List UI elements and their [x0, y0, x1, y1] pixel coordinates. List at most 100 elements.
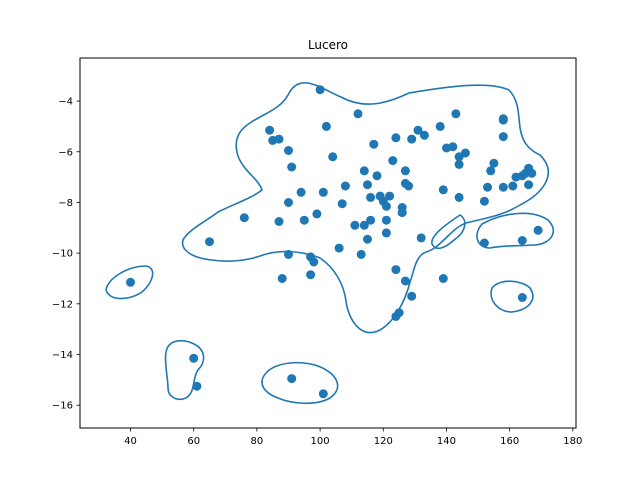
data-point	[205, 237, 214, 247]
data-point	[318, 187, 328, 197]
data-point	[363, 234, 372, 244]
data-point	[479, 196, 489, 206]
data-point	[274, 217, 284, 226]
data-point	[454, 192, 464, 202]
data-point	[359, 220, 369, 230]
data-point	[385, 191, 395, 201]
x-tick-label: 180	[563, 436, 582, 447]
data-point	[438, 274, 448, 283]
data-point	[451, 109, 461, 119]
data-point	[413, 125, 423, 135]
data-point	[287, 162, 297, 172]
data-point	[391, 133, 401, 143]
data-point	[517, 236, 527, 245]
data-point	[321, 121, 331, 131]
data-point	[435, 121, 445, 131]
x-tick-label: 160	[500, 436, 519, 447]
data-point	[306, 270, 316, 280]
data-point	[381, 228, 391, 238]
chart-title: Lucero	[308, 38, 348, 52]
data-point	[337, 199, 347, 209]
data-point	[239, 213, 249, 223]
data-point	[287, 374, 297, 384]
x-tick-label: 80	[251, 436, 264, 447]
contour-main	[181, 82, 549, 334]
data-point	[460, 148, 470, 158]
data-point	[284, 249, 293, 259]
data-point	[284, 146, 293, 155]
data-point	[192, 381, 202, 391]
x-tick-label: 100	[311, 436, 330, 447]
contour-bottom-right	[490, 280, 534, 313]
data-point	[359, 166, 369, 176]
data-point	[479, 238, 489, 248]
data-point	[126, 277, 135, 287]
data-point	[299, 215, 309, 225]
data-point	[391, 265, 401, 275]
data-point	[340, 181, 350, 191]
data-point	[483, 182, 492, 192]
x-axis: 40 60 80 100 120 140 160 180	[124, 428, 582, 447]
x-tick-label: 40	[124, 436, 137, 447]
data-point	[284, 198, 293, 207]
data-point	[533, 225, 543, 235]
data-point	[508, 181, 518, 191]
x-tick-label: 60	[187, 436, 200, 447]
data-point	[328, 152, 338, 162]
data-point	[438, 185, 448, 195]
contour-left	[105, 265, 154, 300]
data-point	[350, 220, 360, 230]
y-tick-label: −8	[58, 198, 73, 209]
data-point	[296, 187, 306, 197]
data-point	[381, 215, 391, 225]
data-point	[498, 182, 508, 192]
x-tick-label: 120	[374, 436, 393, 447]
data-point	[517, 293, 527, 302]
data-point	[419, 130, 429, 140]
data-point	[363, 180, 372, 190]
y-tick-label: −4	[58, 97, 73, 108]
data-point	[334, 243, 344, 253]
y-tick-label: −14	[52, 350, 73, 361]
data-point	[400, 166, 410, 176]
data-point	[274, 134, 284, 144]
data-point	[277, 274, 287, 283]
data-point	[369, 139, 379, 149]
y-tick-label: −6	[58, 147, 73, 158]
data-point	[353, 109, 363, 119]
data-point	[416, 233, 426, 243]
contour-bottom-middle	[261, 361, 339, 405]
data-point	[498, 132, 508, 142]
data-point	[388, 156, 398, 166]
data-point	[366, 192, 376, 202]
data-point	[524, 180, 534, 190]
data-point	[265, 125, 275, 135]
data-point	[315, 85, 325, 95]
data-point	[372, 171, 382, 181]
data-point	[309, 257, 319, 267]
data-point	[312, 209, 322, 219]
data-point	[454, 159, 464, 169]
data-point	[366, 215, 376, 225]
data-point	[356, 249, 366, 259]
y-tick-label: −10	[52, 249, 73, 260]
data-point	[189, 353, 199, 363]
data-point	[400, 276, 410, 286]
scatter-points	[126, 85, 543, 399]
y-tick-label: −16	[52, 401, 73, 412]
data-point	[489, 158, 499, 168]
data-point	[318, 389, 328, 399]
data-point	[404, 181, 414, 191]
data-point	[407, 134, 417, 144]
data-point	[394, 308, 404, 318]
data-point	[381, 201, 391, 211]
data-point	[498, 114, 508, 124]
data-point	[527, 168, 537, 178]
y-tick-label: −12	[52, 299, 73, 310]
data-point	[397, 208, 407, 218]
data-point	[407, 291, 417, 301]
data-point	[486, 166, 496, 176]
x-tick-label: 140	[437, 436, 456, 447]
